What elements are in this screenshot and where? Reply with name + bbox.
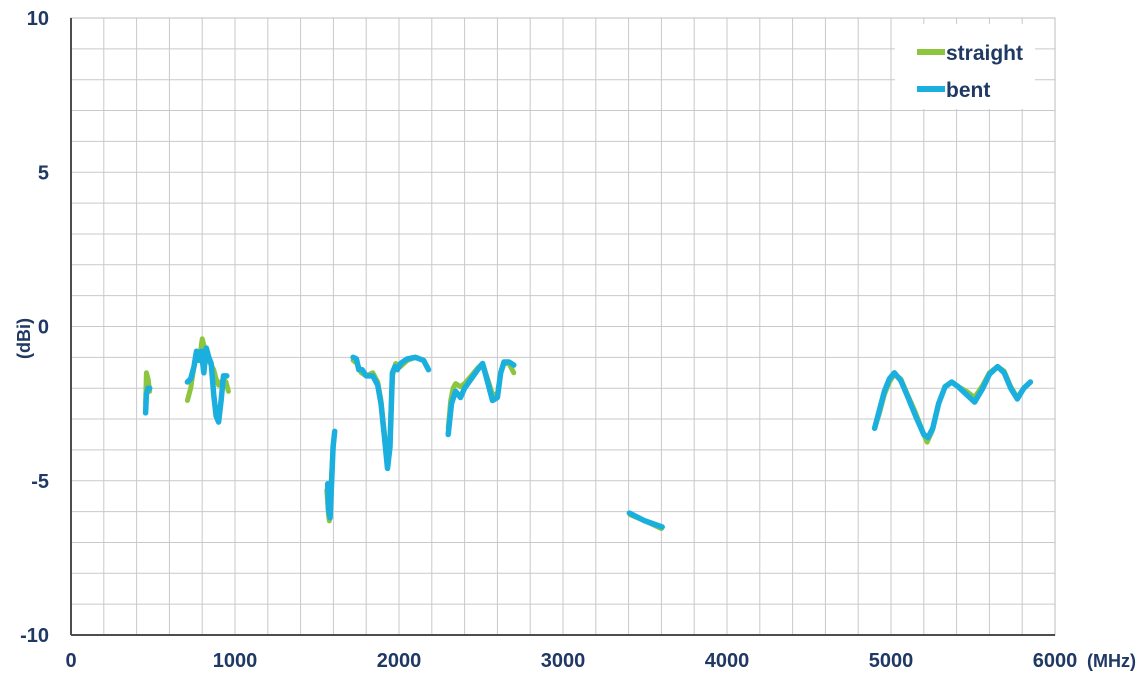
x-axis-title: (MHz) (1087, 651, 1136, 671)
series-layer (142, 336, 1034, 532)
legend: straight bent (895, 24, 1035, 109)
series-bent (142, 345, 1034, 530)
x-tick-label: 0 (65, 650, 76, 672)
legend-label-straight: straight (946, 42, 1023, 65)
y-tick-label: 5 (38, 162, 49, 184)
grid (70, 17, 1056, 636)
series-line-bent (184, 345, 230, 425)
y-tick-label: -10 (20, 625, 49, 647)
x-tick-label: 3000 (541, 650, 586, 672)
x-tick-label: 5000 (869, 650, 914, 672)
x-tick-label: 2000 (377, 650, 422, 672)
y-tick-labels: 10 5 0 -5 -10 (20, 8, 49, 647)
y-axis-title: (dBi) (14, 318, 34, 359)
x-tick-labels: 0 1000 2000 3000 4000 5000 6000 (65, 650, 1077, 672)
x-tick-label: 4000 (705, 650, 750, 672)
series-line-bent (324, 428, 338, 521)
legend-box (895, 24, 1035, 109)
x-tick-label: 1000 (213, 650, 258, 672)
series-line-bent (350, 354, 432, 472)
legend-label-bent: bent (946, 79, 990, 102)
series-line-bent (871, 363, 1034, 441)
series-line-bent (445, 359, 517, 438)
y-tick-label: 0 (38, 317, 49, 339)
axes (70, 18, 1055, 636)
y-tick-label: 10 (27, 8, 49, 30)
series-line-bent (142, 385, 153, 416)
series-line-bent (626, 510, 665, 530)
x-tick-label: 6000 (1033, 650, 1078, 672)
series-straight (143, 336, 1033, 532)
y-tick-label: -5 (31, 471, 49, 493)
